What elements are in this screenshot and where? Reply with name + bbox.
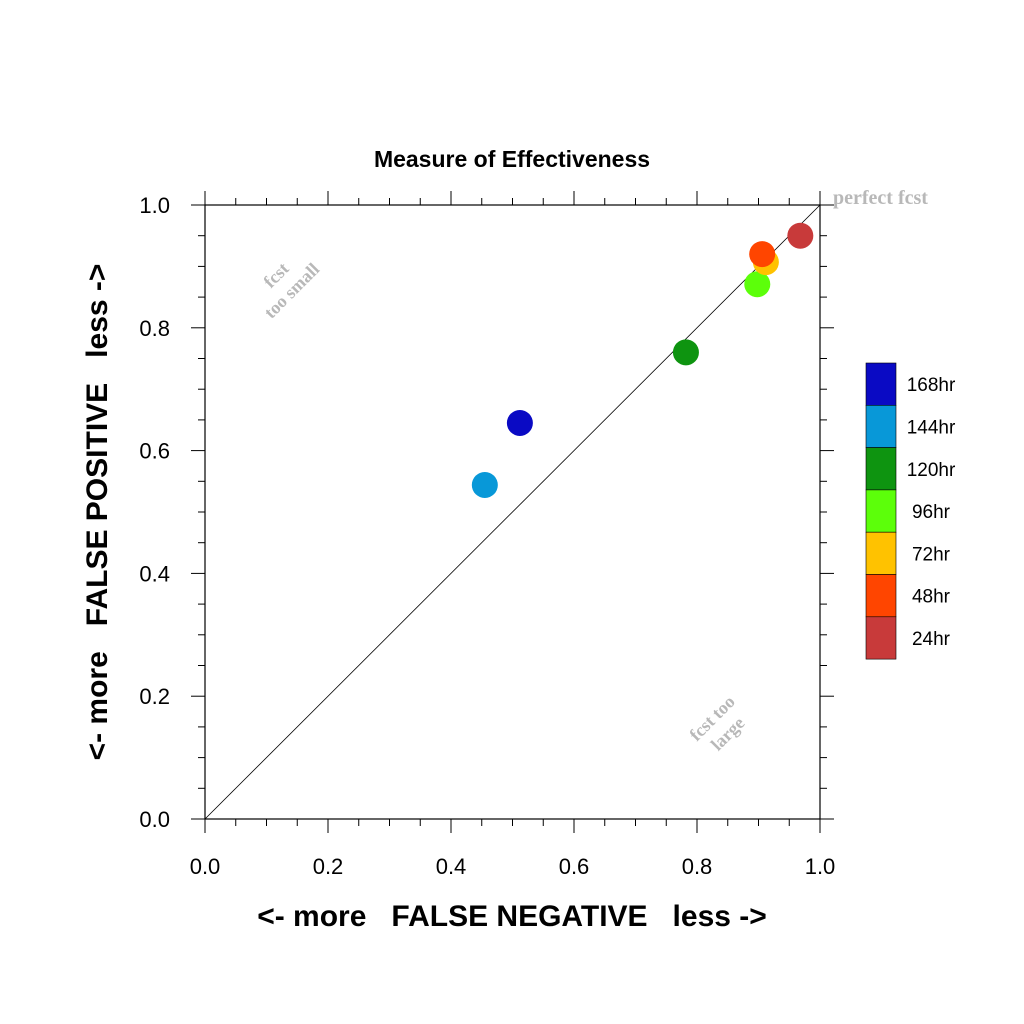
legend-swatch-168hr [865, 362, 897, 406]
legend-swatch-144hr [865, 404, 897, 448]
legend-label-48hr: 48hr [912, 587, 951, 608]
legend-swatch-120hr [865, 447, 897, 491]
data-point-144hr [471, 471, 498, 498]
legend-swatch-48hr [865, 574, 897, 618]
legend-swatch-24hr [865, 616, 897, 660]
legend-label-72hr: 72hr [912, 544, 951, 565]
legend-label-24hr: 24hr [912, 629, 951, 650]
data-point-168hr [506, 409, 533, 436]
data-point-96hr [744, 271, 771, 298]
y-tick-label: 0.0 [139, 807, 170, 832]
data-points [471, 222, 814, 498]
y-tick-label: 0.2 [139, 684, 170, 709]
plot-axes: 0.0 0.2 0.4 0.6 0.8 1.0 0.0 0.2 0.4 0.6 0.8 1.0 [139, 191, 835, 879]
legend-label-120hr: 120hr [907, 460, 956, 481]
y-tick-label: 0.6 [139, 439, 170, 464]
legend-swatch-96hr [865, 489, 897, 533]
legend-label-96hr: 96hr [912, 502, 951, 523]
legend-label-144hr: 144hr [907, 417, 956, 438]
chart-title: Measure of Effectiveness [374, 146, 650, 172]
x-tick-label: 0.4 [436, 854, 467, 879]
perfect-fcst-label: perfect fcst [833, 187, 928, 209]
y-tick-label: 0.4 [139, 561, 170, 586]
data-point-48hr [749, 241, 776, 268]
legend-label-168hr: 168hr [907, 375, 956, 396]
too-large-annotation: fcst too large [685, 691, 748, 754]
legend: 168hr 144hr 120hr 96hr 72hr 48hr 24hr [865, 362, 956, 660]
legend-swatch-72hr [865, 531, 897, 575]
y-tick-label: 1.0 [139, 193, 170, 218]
x-tick-label: 0.2 [313, 854, 344, 879]
diagonal-reference-line [204, 204, 821, 820]
x-tick-label: 0.6 [559, 854, 590, 879]
x-axis-label: <- more FALSE NEGATIVE less -> [257, 900, 767, 933]
x-tick-label: 0.0 [190, 854, 221, 879]
data-point-24hr [787, 222, 814, 249]
x-tick-label: 1.0 [805, 854, 836, 879]
too-small-annotation: fcst too small [259, 258, 323, 322]
y-axis-label: <- more FALSE POSITIVE less -> [81, 264, 114, 761]
data-point-120hr [672, 339, 699, 366]
y-tick-label: 0.8 [139, 316, 170, 341]
x-tick-label: 0.8 [682, 854, 713, 879]
